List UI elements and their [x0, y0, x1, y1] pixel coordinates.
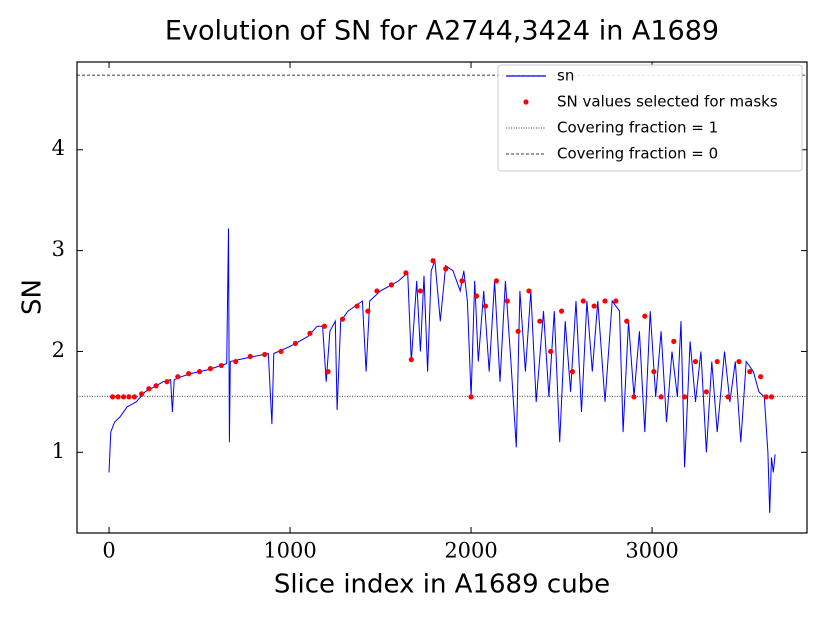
selected-point	[164, 379, 170, 385]
x-tick-label: 2000	[444, 539, 497, 563]
selected-point	[408, 356, 414, 363]
legend-label: Covering fraction = 0	[557, 145, 718, 163]
selected-point	[473, 293, 480, 299]
selected-point	[115, 394, 121, 400]
selected-point	[468, 394, 474, 400]
selected-point	[388, 282, 395, 288]
selected-point	[580, 298, 586, 304]
plot-frame	[76, 61, 808, 534]
selected-point	[110, 394, 116, 400]
selected-point	[591, 303, 597, 309]
y-tick-label: 2	[52, 338, 65, 362]
selected-point	[262, 351, 268, 358]
selected-point	[703, 389, 709, 395]
selected-point	[126, 394, 132, 400]
selected-point	[153, 383, 159, 389]
selected-point	[515, 328, 521, 334]
selected-point	[443, 266, 449, 272]
selected-point	[459, 278, 465, 284]
selected-point	[613, 298, 619, 304]
selected-point	[671, 338, 677, 344]
selected-point	[175, 374, 181, 380]
selected-point	[430, 258, 436, 264]
selected-point	[642, 313, 648, 319]
y-tick-label: 1	[52, 439, 65, 463]
selected-point	[758, 374, 764, 380]
selected-point	[307, 330, 313, 336]
selected-point	[736, 358, 742, 365]
selected-point	[196, 369, 203, 375]
legend-label: Covering fraction = 1	[557, 119, 718, 137]
legend-marker	[523, 99, 529, 105]
selected-point	[403, 270, 409, 276]
selected-point	[339, 316, 346, 322]
selected-point	[658, 394, 664, 400]
selected-point	[682, 394, 688, 400]
selected-point	[763, 394, 769, 400]
selected-point	[526, 288, 532, 294]
selected-point	[692, 358, 699, 365]
x-axis-label: Slice index in A1689 cube	[274, 570, 610, 600]
selected-point	[365, 308, 371, 314]
selected-point	[146, 386, 152, 392]
selected-point	[417, 288, 423, 294]
selected-point	[602, 298, 608, 304]
selected-point	[493, 278, 499, 284]
selected-point	[278, 348, 284, 355]
plot-area	[77, 74, 807, 513]
selected-point	[325, 369, 331, 375]
x-tick-label: 0	[102, 539, 115, 563]
legend-label: sn	[557, 67, 574, 85]
x-tick-label: 1000	[263, 539, 316, 563]
y-axis-label: SN	[18, 279, 48, 315]
selected-point	[186, 371, 192, 377]
selected-point	[354, 303, 360, 309]
selected-point	[247, 353, 253, 360]
selected-point	[725, 394, 731, 400]
chart-title: Evolution of SN for A2744,3424 in A1689	[165, 16, 719, 47]
selected-point	[714, 358, 720, 365]
selected-point	[651, 369, 657, 375]
selected-point	[321, 323, 328, 329]
selected-point	[374, 288, 380, 294]
selected-point	[504, 298, 510, 304]
selected-point	[537, 318, 543, 324]
selected-point	[139, 391, 145, 397]
selected-point	[569, 369, 576, 375]
y-tick-label: 4	[52, 136, 65, 160]
legend-box	[497, 64, 803, 172]
selected-point	[292, 340, 299, 346]
selected-point	[218, 362, 224, 369]
sn-line	[108, 228, 776, 513]
selected-point	[558, 308, 565, 314]
selected-point	[233, 358, 239, 365]
selected-point	[624, 318, 630, 324]
selected-point	[131, 394, 137, 400]
selected-point	[768, 394, 775, 400]
x-tick-label: 3000	[625, 539, 678, 563]
selected-point	[120, 394, 127, 400]
y-tick-label: 3	[52, 237, 65, 261]
selected-point	[631, 394, 637, 400]
selected-point	[207, 366, 214, 372]
selected-point	[747, 369, 753, 375]
selected-point	[548, 348, 554, 355]
selected-point	[482, 303, 489, 309]
legend-label: SN values selected for masks	[557, 93, 778, 111]
